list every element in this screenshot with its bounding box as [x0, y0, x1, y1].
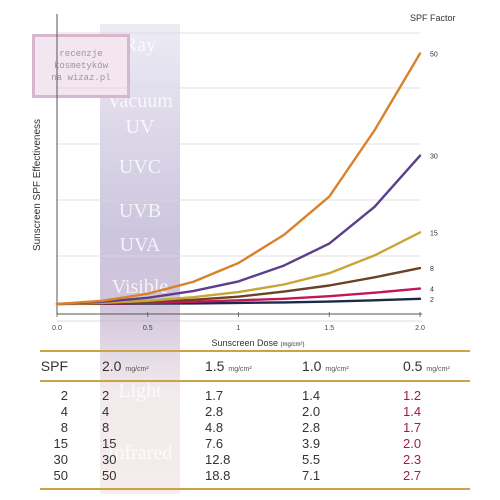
table-header-rule — [40, 380, 470, 382]
cell-dose-0-5: 1.4 — [403, 404, 422, 419]
cell-dose-1-5: 4.8 — [205, 420, 224, 435]
table-row: 8 8 4.8 2.8 1.7 — [40, 420, 470, 436]
cell-dose-1: 2.0 — [302, 404, 321, 419]
spectrum-label: UV — [125, 116, 155, 138]
header-dose-value: 0.5 — [403, 358, 423, 374]
cell-dose-2: 4 — [102, 404, 110, 419]
spectrum-label: UVC — [118, 156, 162, 178]
cell-dose-2: 30 — [102, 452, 117, 467]
cell-dose-0-5: 1.2 — [403, 388, 422, 403]
watermark-badge: recenzje kosmetyków na wizaz.pl — [32, 34, 130, 98]
x-tick-label: 0.0 — [52, 325, 62, 332]
header-unit: mg/cm² — [125, 366, 149, 373]
table-top-rule — [40, 350, 470, 352]
header-dose-value: 1.0 — [302, 358, 322, 374]
spectrum-label: Ray — [123, 34, 157, 56]
cell-spf: 2 — [60, 388, 68, 403]
header-unit: mg/cm² — [228, 366, 252, 373]
x-tick-label: 0.5 — [143, 325, 153, 332]
cell-dose-1-5: 2.8 — [205, 404, 224, 419]
header-dose-1: 1.0 mg/cm² — [302, 358, 349, 374]
series-lines — [55, 52, 422, 306]
table-bottom-rule — [40, 488, 470, 490]
header-dose-value: 1.5 — [205, 358, 225, 374]
cell-dose-2: 8 — [102, 420, 110, 435]
cell-dose-1-5: 18.8 — [205, 468, 231, 483]
x-axis-unit: (mg/cm²) — [281, 342, 305, 348]
header-dose-1-5: 1.5 mg/cm² — [205, 358, 252, 374]
cell-dose-1: 7.1 — [302, 468, 321, 483]
watermark-text: na wizaz.pl — [51, 73, 111, 83]
cell-spf: 30 — [53, 452, 68, 467]
x-axis-label: Sunscreen Dose (mg/cm²) — [211, 338, 304, 348]
cell-spf: 4 — [60, 404, 68, 419]
table-header-row: SPF 2.0 mg/cm² 1.5 mg/cm² 1.0 mg/cm² 0.5… — [40, 358, 470, 374]
table-row: 50 50 18.8 7.1 2.7 — [40, 468, 470, 484]
table-row: 4 4 2.8 2.0 1.4 — [40, 404, 470, 420]
grid-lines — [57, 32, 420, 257]
header-dose-2: 2.0 mg/cm² — [102, 358, 149, 374]
cell-spf: 15 — [53, 436, 68, 451]
cell-dose-1-5: 7.6 — [205, 436, 224, 451]
series-end-label: 15 — [430, 230, 438, 237]
header-spf: SPF — [40, 358, 68, 374]
series-line — [55, 231, 422, 306]
x-tick-label: 2.0 — [415, 325, 425, 332]
series-line — [55, 52, 422, 306]
table-row: 30 30 12.8 5.5 2.3 — [40, 452, 470, 468]
x-tick-labels: 0.0 0.5 1 1.5 2.0 — [52, 312, 425, 332]
spf-line-chart: 2 4 8 15 30 50 0.0 0.5 1 1.5 2.0 SPF Factor Sunsc… — [32, 13, 456, 348]
header-unit: mg/cm² — [426, 366, 450, 373]
cell-dose-1-5: 1.7 — [205, 388, 224, 403]
series-line — [55, 154, 422, 306]
watermark-text: recenzje — [59, 49, 103, 59]
cell-spf: 50 — [53, 468, 68, 483]
watermark-text: kosmetyków — [53, 61, 108, 71]
y-axis-label: Sunscreen SPF Effectiveness — [32, 119, 43, 251]
axes — [56, 14, 422, 322]
header-dose-value: 2.0 — [102, 358, 122, 374]
cell-dose-2: 50 — [102, 468, 117, 483]
cell-dose-1: 1.4 — [302, 388, 321, 403]
x-tick-label: 1 — [237, 325, 241, 332]
spectrum-label: UVA — [119, 234, 161, 256]
cell-dose-0-5: 1.7 — [403, 420, 422, 435]
spectrum-label: UVB — [118, 200, 162, 222]
cell-dose-1: 5.5 — [302, 452, 321, 467]
spectrum-label: Infrared — [107, 442, 173, 464]
series-end-label: 2 — [430, 297, 434, 304]
cell-dose-0-5: 2.7 — [403, 468, 422, 483]
legend-title: SPF Factor — [410, 13, 456, 23]
cell-dose-1: 3.9 — [302, 436, 321, 451]
header-unit: mg/cm² — [325, 366, 349, 373]
cell-dose-2: 2 — [102, 388, 110, 403]
series-end-labels: 2 4 8 15 30 50 — [430, 52, 438, 304]
cell-dose-1-5: 12.8 — [205, 452, 231, 467]
x-tick-label: 1.5 — [324, 325, 334, 332]
x-axis-label-text: Sunscreen Dose — [211, 338, 278, 348]
header-dose-0-5: 0.5 mg/cm² — [403, 358, 450, 374]
spectrum-label: Light — [118, 380, 162, 402]
cell-dose-0-5: 2.0 — [403, 436, 422, 451]
table-row: 15 15 7.6 3.9 2.0 — [40, 436, 470, 452]
cell-spf: 8 — [60, 420, 68, 435]
table-row: 2 2 1.7 1.4 1.2 — [40, 388, 470, 404]
series-end-label: 8 — [430, 266, 434, 273]
cell-dose-1: 2.8 — [302, 420, 321, 435]
series-end-label: 4 — [430, 287, 434, 294]
series-end-label: 30 — [430, 154, 438, 161]
series-end-label: 50 — [430, 52, 438, 59]
cell-dose-2: 15 — [102, 436, 117, 451]
cell-dose-0-5: 2.3 — [403, 452, 422, 467]
